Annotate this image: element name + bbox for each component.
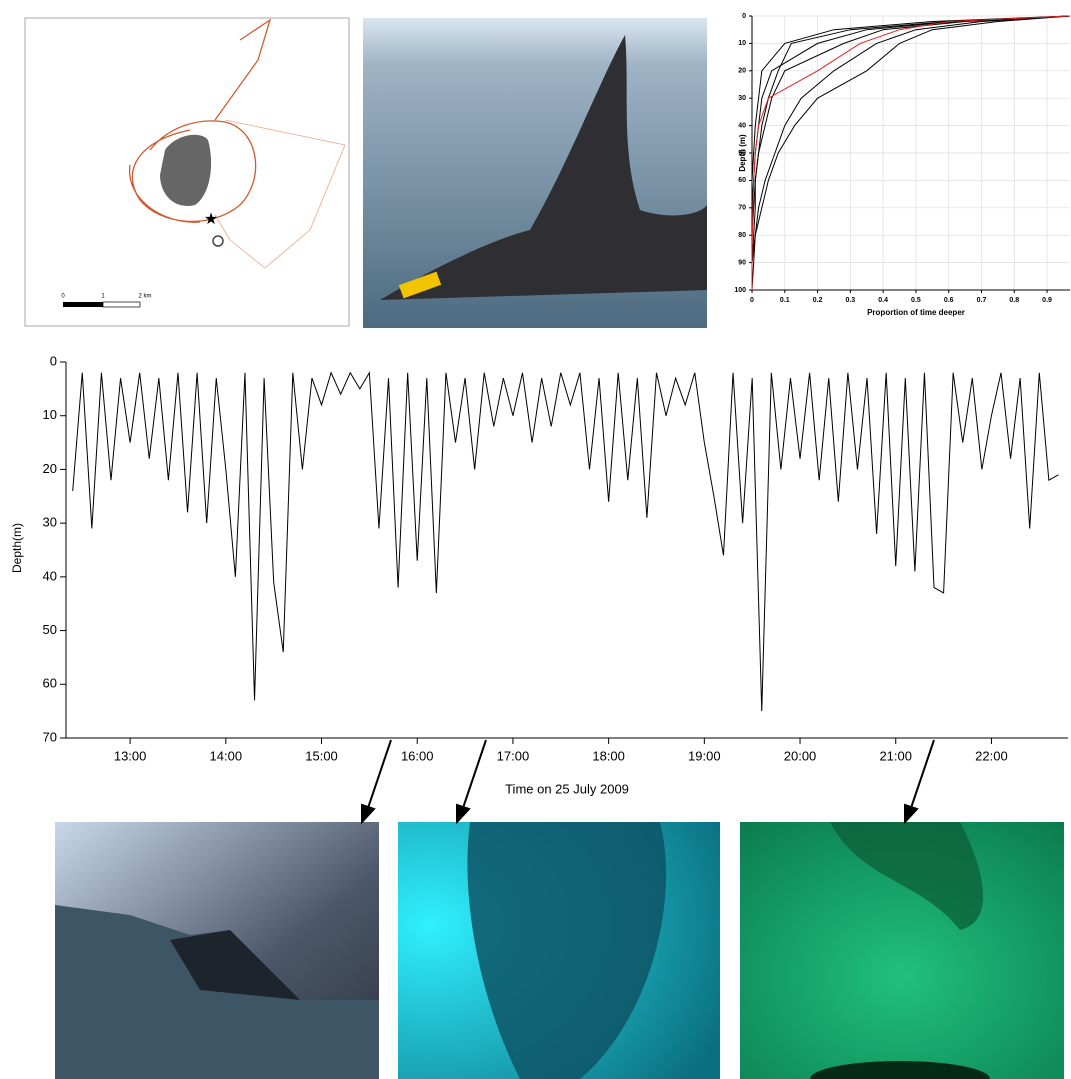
scale-label: 0 [61,294,65,300]
data-line [751,15,1071,290]
x-tick-label: 0.4 [878,297,888,304]
underwater-photo [740,822,1064,1079]
underwater-photo [398,822,720,1079]
x-tick-label: 0.7 [977,297,987,304]
data-line [751,15,1071,290]
x-tick-label: 18:00 [592,748,625,763]
data-line [72,371,1059,712]
map: ★ 0 1 2 km [24,17,350,327]
y-tick-label: 50 [43,622,57,637]
y-tick-label: 70 [43,729,57,744]
y-tick-label: 90 [738,259,746,266]
x-tick-label: 0.3 [845,297,855,304]
x-tick-label: 16:00 [401,748,434,763]
y-tick-label: 70 [738,205,746,212]
arrows [361,739,935,825]
x-tick-label: 21:00 [879,748,912,763]
y-tick-label: 10 [43,407,57,422]
surface-photo [55,822,379,1079]
y-tick-label: 30 [738,95,746,102]
y-tick-label: 100 [734,287,746,294]
x-tick-label: 14:00 [210,748,243,763]
x-tick-label: 0.1 [780,297,790,304]
y-tick-label: 40 [43,568,57,583]
y-tick-label: 0 [742,13,746,20]
x-tick-label: 19:00 [688,748,721,763]
svg-text:★: ★ [204,211,218,228]
data-line [751,15,1071,291]
y-tick-label: 60 [738,177,746,184]
y-tick-label: 50 [738,150,746,157]
scale-label: 1 [101,294,105,300]
y-tick-label: 0 [50,353,57,368]
y-axis-label: Depth (m) [738,134,747,172]
y-tick-label: 40 [738,122,746,129]
x-tick-label: 0.8 [1009,297,1019,304]
x-axis-label: Proportion of time deeper [867,308,965,317]
x-tick-label: 20:00 [784,748,817,763]
x-tick-label: 17:00 [497,748,530,763]
x-tick-label: 0 [750,297,754,304]
x-tick-label: 15:00 [305,748,338,763]
x-axis-label: Time on 25 July 2009 [505,781,629,796]
x-tick-label: 0.2 [813,297,823,304]
x-tick-label: 0.5 [911,297,921,304]
fin-photo [363,18,707,328]
x-tick-label: 0.6 [944,297,954,304]
x-tick-label: 13:00 [114,748,147,763]
y-tick-label: 80 [738,232,746,239]
y-tick-label: 10 [738,40,746,47]
x-tick-label: 0.9 [1042,297,1052,304]
y-axis-label: Depth(m) [10,523,24,573]
y-tick-label: 20 [43,461,57,476]
y-tick-label: 20 [738,68,746,75]
y-tick-label: 60 [43,676,57,691]
scale-label: 2 km [138,294,151,300]
x-tick-label: 22:00 [975,748,1008,763]
y-tick-label: 30 [43,515,57,530]
